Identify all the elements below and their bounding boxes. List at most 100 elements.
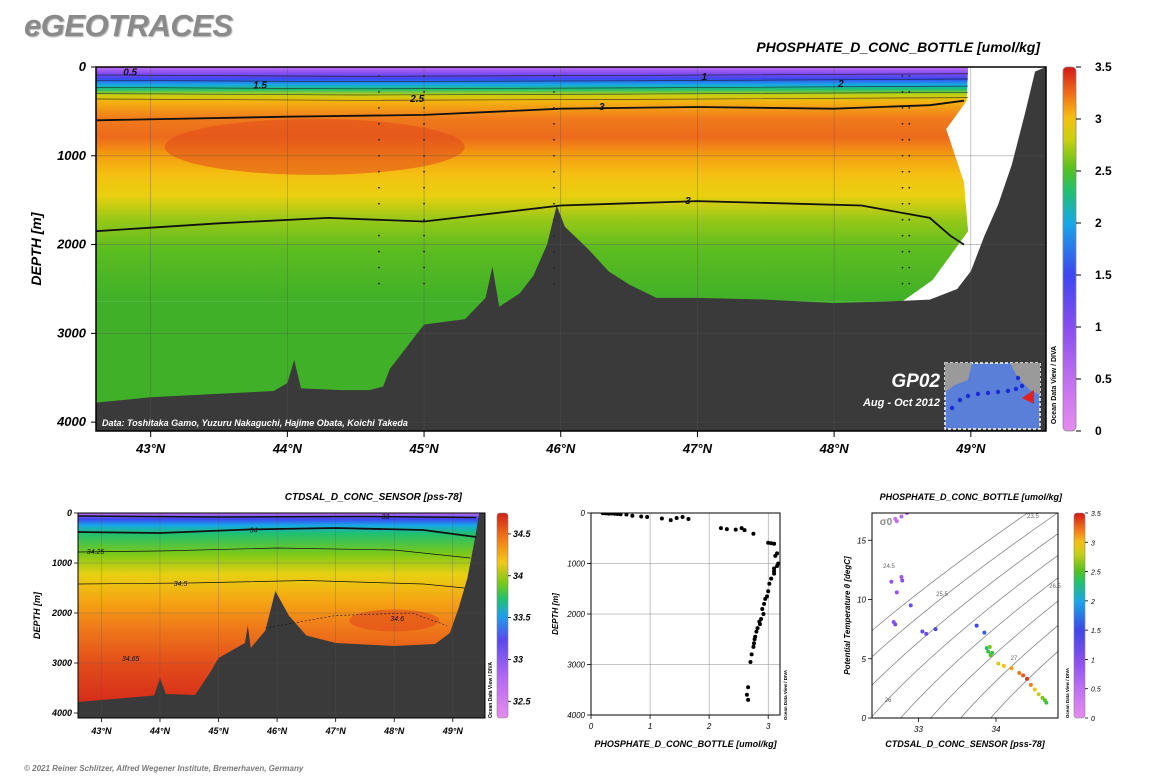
sample-dot xyxy=(553,234,555,237)
y-tick-label: 0 xyxy=(79,59,87,74)
x-tick-label: 44°N xyxy=(149,726,171,736)
contour-label: 34.25 xyxy=(87,549,105,556)
data-point xyxy=(751,531,756,536)
data-point xyxy=(773,553,778,558)
isopycnal-label: 26.5 xyxy=(1049,584,1061,590)
sample-dot xyxy=(553,202,555,205)
cruise-dates: Aug - Oct 2012 xyxy=(862,397,940,409)
data-point xyxy=(766,540,771,545)
contour-34-6 xyxy=(265,612,448,629)
sample-dot xyxy=(553,90,555,93)
y-tick-label: 5 xyxy=(862,655,867,664)
y-axis-label: Potential Temperature θ [degC] xyxy=(843,556,852,675)
sample-dot xyxy=(553,122,555,125)
profile-points xyxy=(600,513,780,702)
x-axis-label: CTDSAL_D_CONC_SENSOR [pss-78] xyxy=(885,739,1046,749)
sample-dot xyxy=(908,250,911,253)
inset-station xyxy=(975,391,981,397)
y-tick-label: 3000 xyxy=(57,325,87,340)
isopycnal-line xyxy=(872,513,1058,658)
contour-label: 34.65 xyxy=(122,656,140,663)
sample-dot xyxy=(901,282,904,285)
data-point xyxy=(1044,700,1049,705)
x-tick-label: 0 xyxy=(589,722,594,731)
contour-label: 34.6 xyxy=(390,616,404,623)
y-tick-label: 4000 xyxy=(51,708,72,718)
sample-dot xyxy=(908,218,911,221)
isopycnal-line xyxy=(900,577,1058,718)
colorbar-tick-label: 0.5 xyxy=(1091,687,1101,694)
data-point xyxy=(748,659,753,664)
sample-dot xyxy=(553,282,555,285)
isopycnal-label: 25.5 xyxy=(936,592,948,598)
sigma-label: σ0 xyxy=(880,517,893,528)
colorbar-tick-label: 0.5 xyxy=(1095,372,1112,386)
colorbar-tick-label: 1 xyxy=(1091,657,1095,664)
profile-grid xyxy=(590,512,780,716)
data-point xyxy=(894,519,899,524)
footer-credit: © 2021 Reiner Schlitzer, Alfred Wegener … xyxy=(24,764,304,773)
x-tick-label: 43°N xyxy=(90,726,112,736)
y-tick-label: 3000 xyxy=(567,661,585,670)
data-point xyxy=(645,515,650,520)
x-tick-label: 34 xyxy=(992,725,1001,734)
sample-dot xyxy=(901,266,904,269)
salinity-colorbar: 32.5 33 33.5 34 34.5 xyxy=(496,512,532,719)
inset-station xyxy=(1013,386,1019,392)
data-point xyxy=(739,526,744,531)
data-point xyxy=(769,576,774,581)
data-point xyxy=(894,590,899,595)
data-point xyxy=(908,603,913,608)
plot-frame xyxy=(77,512,486,719)
data-point xyxy=(624,513,629,517)
sample-dot xyxy=(908,202,911,205)
x-tick-label: 49°N xyxy=(955,441,986,456)
data-point xyxy=(724,527,729,532)
data-point xyxy=(924,631,929,636)
odv-credit: Ocean Data View / DIVA xyxy=(1065,667,1070,718)
sample-dot xyxy=(423,282,425,285)
y-tick-label: 2000 xyxy=(566,610,585,619)
sample-dot xyxy=(908,122,911,125)
sample-dot xyxy=(553,266,555,269)
brand-logo: eGEOTRACES xyxy=(24,8,233,43)
inset-station xyxy=(965,393,971,399)
contour-label: 3 xyxy=(599,102,605,113)
contour-thin xyxy=(96,97,969,101)
x-tick-label: 46°N xyxy=(545,441,576,456)
colorbar-gradient xyxy=(496,512,509,719)
sample-dot xyxy=(908,282,911,285)
sample-dot xyxy=(423,186,425,189)
data-credit: Data: Toshitaka Gamo, Yuzuru Nakaguchi, … xyxy=(102,418,408,428)
sample-dot xyxy=(901,250,904,253)
sample-dot xyxy=(378,186,380,189)
salinity-section-chart: 33 34 34.25 34.5 34.6 34.65 43°N 44°N 45°N 46°N 47… xyxy=(32,492,532,736)
colorbar-tick-label: 2 xyxy=(1095,216,1102,230)
contour-label: 34 xyxy=(250,528,258,535)
sample-dot xyxy=(553,138,555,141)
data-point xyxy=(974,623,979,628)
contour-label: 2 xyxy=(837,79,844,90)
sample-dot xyxy=(423,90,425,93)
colorbar-tick-label: 2.5 xyxy=(1090,570,1101,577)
phosphate-field-fill xyxy=(96,67,969,302)
data-point xyxy=(775,564,780,569)
y-tick-label: 0 xyxy=(67,508,72,518)
colorbar-tick-label: 3.5 xyxy=(1095,60,1112,74)
contour-label: 1 xyxy=(701,72,707,83)
data-point xyxy=(1028,682,1033,687)
data-point xyxy=(746,685,751,690)
inset-map xyxy=(944,362,1041,430)
data-point xyxy=(630,513,635,518)
isopycnal-label: 24.5 xyxy=(883,564,895,570)
contour-label: 34.5 xyxy=(174,581,188,588)
x-tick-label: 2 xyxy=(706,722,712,731)
phosphate-maximum xyxy=(164,118,465,175)
contour-34 xyxy=(78,527,477,538)
data-point xyxy=(757,622,762,627)
contour-label: 33 xyxy=(382,514,390,521)
isopycnal-line xyxy=(872,533,1058,686)
data-point xyxy=(769,541,774,546)
x-tick-label: 47°N xyxy=(682,441,713,456)
profile-chart: 0 1 2 3 0 1000 2000 3000 4000 PHOSPHATE_D_CONC_BO… xyxy=(551,509,788,749)
